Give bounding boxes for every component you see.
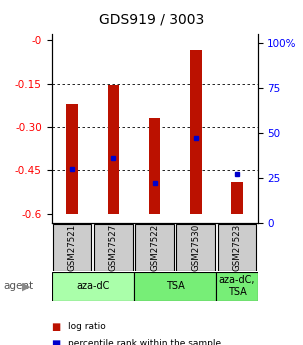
Bar [149, 118, 160, 214]
Bar [53, 224, 92, 271]
Text: ■: ■ [52, 322, 61, 332]
Bar [134, 272, 216, 301]
Bar [216, 272, 258, 301]
Text: GSM27527: GSM27527 [109, 224, 118, 271]
Text: ■: ■ [52, 339, 61, 345]
Text: GSM27522: GSM27522 [150, 224, 159, 271]
Bar [176, 224, 215, 271]
Bar [66, 104, 78, 214]
Bar [190, 50, 201, 214]
Text: GDS919 / 3003: GDS919 / 3003 [99, 12, 204, 26]
Text: GSM27521: GSM27521 [68, 224, 77, 271]
Bar [94, 224, 133, 271]
Text: TSA: TSA [166, 281, 185, 291]
Bar [52, 272, 134, 301]
Text: percentile rank within the sample: percentile rank within the sample [68, 339, 221, 345]
Text: log ratio: log ratio [68, 322, 106, 331]
Text: agent: agent [3, 281, 33, 291]
Bar [231, 182, 243, 214]
Text: ▶: ▶ [22, 281, 30, 291]
Text: aza-dC: aza-dC [76, 281, 109, 291]
Bar [135, 224, 174, 271]
Bar [218, 224, 256, 271]
Text: GSM27530: GSM27530 [191, 224, 200, 271]
Text: aza-dC,
TSA: aza-dC, TSA [219, 275, 255, 297]
Text: GSM27523: GSM27523 [232, 224, 241, 271]
Bar [108, 85, 119, 214]
